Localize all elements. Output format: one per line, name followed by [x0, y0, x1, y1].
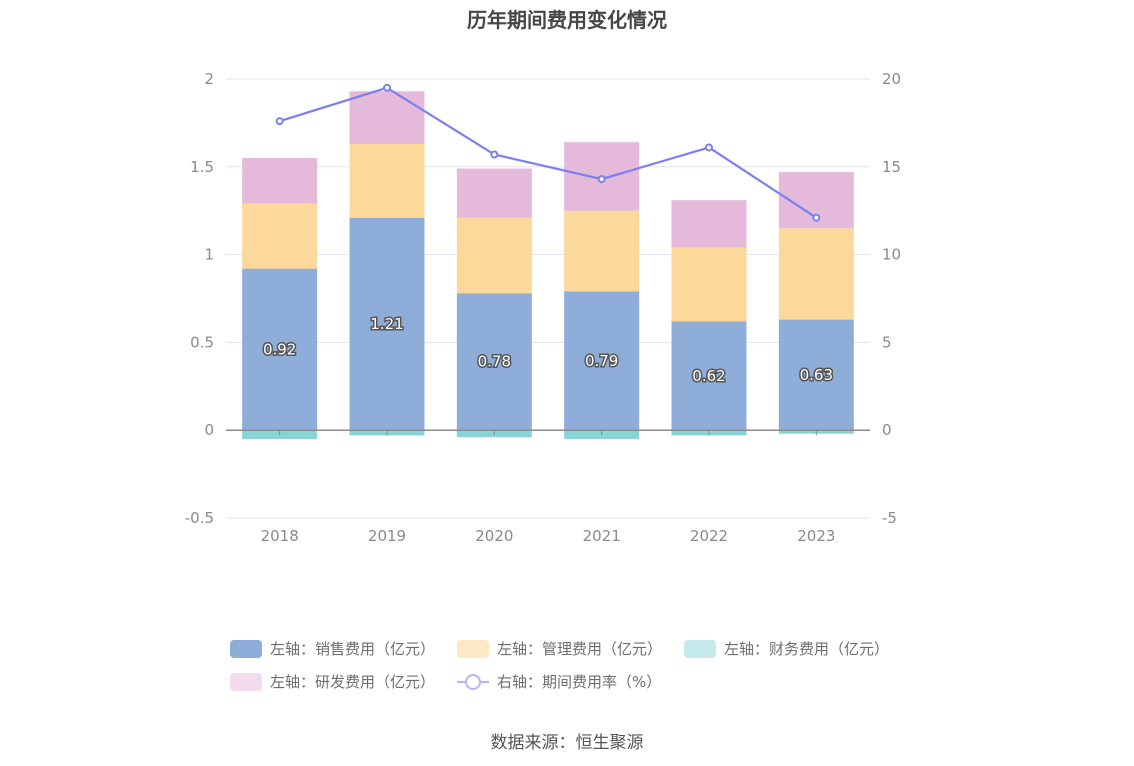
bar-segment — [456, 293, 532, 431]
legend-item-finance[interactable]: 左轴：财务费用（亿元） — [684, 638, 889, 659]
x-axis-tick-label: 2019 — [368, 527, 406, 545]
legend-label-finance: 左轴：财务费用（亿元） — [724, 640, 890, 658]
bar-series — [242, 91, 854, 439]
legend: 左轴：销售费用（亿元） 左轴：管理费用（亿元） 左轴：财务费用（亿元） 左轴：研… — [230, 632, 930, 698]
bar-segment — [671, 321, 747, 431]
bar-segment — [242, 158, 318, 204]
bar-segment — [564, 291, 640, 431]
x-axis-tick-label: 2023 — [797, 527, 835, 545]
legend-row-2: 左轴：研发费用（亿元） 右轴：期间费用率（%） — [230, 665, 930, 698]
bar-segment — [671, 200, 747, 248]
grid-lines — [226, 78, 870, 519]
legend-swatch-sales — [230, 639, 262, 658]
legend-label-admin: 左轴：管理费用（亿元） — [497, 640, 663, 658]
data-label: 0.79 — [585, 352, 618, 370]
right-axis-tick-label: 15 — [882, 158, 901, 176]
x-axis-tick-label: 2020 — [475, 527, 513, 545]
legend-swatch-finance — [684, 639, 717, 658]
legend-swatch-admin — [457, 639, 490, 658]
bar-segment — [349, 91, 425, 144]
rate-point — [275, 117, 284, 126]
rate-point — [383, 83, 391, 92]
legend-item-rnd[interactable]: 左轴：研发费用（亿元） — [230, 671, 435, 692]
data-label: 0.92 — [263, 340, 296, 358]
left-axis-tick-label: 1 — [204, 246, 214, 264]
zero-axis-line — [226, 429, 870, 436]
left-axis-tick-label: 0 — [204, 421, 214, 439]
bar-segment — [778, 228, 854, 320]
legend-label-rate: 右轴：期间费用率（%） — [497, 673, 662, 691]
left-axis-tick-label: 1.5 — [190, 158, 214, 176]
x-axis-tick-label: 2018 — [261, 527, 299, 545]
legend-label-sales: 左轴：销售费用（亿元） — [270, 640, 436, 658]
right-axis-tick-label: 10 — [882, 246, 901, 264]
legend-item-rate[interactable]: 右轴：期间费用率（%） — [457, 671, 661, 692]
data-label: 0.63 — [800, 366, 833, 384]
legend-line-rate-icon — [457, 673, 490, 691]
rate-point — [597, 175, 606, 184]
right-axis-tick-label: 0 — [882, 421, 892, 439]
left-axis-tick-label: -0.5 — [185, 509, 214, 527]
bar-segment — [564, 210, 640, 292]
x-axis-tick-label: 2021 — [583, 527, 621, 545]
right-axis-tick-label: 20 — [882, 70, 901, 88]
bar-segment — [456, 168, 532, 218]
rate-point — [705, 143, 713, 152]
rate-line-series — [275, 83, 821, 222]
bar-segment — [242, 268, 318, 431]
data-labels: 0.92 1.21 0.78 0.79 0.62 0.63 — [261, 313, 834, 386]
source-note: 数据来源：恒生聚源 — [490, 733, 644, 753]
x-axis-tick-label: 2022 — [690, 527, 728, 545]
rate-point — [812, 213, 821, 222]
legend-label-rnd: 左轴：研发费用（亿元） — [270, 673, 436, 691]
legend-item-sales[interactable]: 左轴：销售费用（亿元） — [230, 638, 435, 659]
data-label: 0.78 — [478, 353, 511, 371]
rate-point — [490, 150, 499, 159]
left-axis-tick-label: 2 — [204, 70, 214, 88]
bar-segment — [349, 143, 425, 218]
data-label: 0.62 — [692, 367, 725, 385]
bar-segment — [349, 217, 425, 431]
bar-segment — [671, 247, 747, 322]
chart-title: 历年期间费用变化情况 — [467, 8, 667, 32]
legend-row-1: 左轴：销售费用（亿元） 左轴：管理费用（亿元） 左轴：财务费用（亿元） — [230, 632, 930, 665]
legend-swatch-rnd — [230, 672, 262, 691]
left-axis-tick-label: 0.5 — [190, 333, 214, 351]
data-label: 1.21 — [370, 315, 403, 333]
right-axis-tick-label: -5 — [882, 509, 897, 527]
legend-item-admin[interactable]: 左轴：管理费用（亿元） — [457, 638, 662, 659]
right-axis-tick-label: 5 — [882, 333, 892, 351]
bar-segment — [242, 203, 318, 269]
axis-labels: -0.5 -5 0 0 0.5 5 1 10 1.5 15 2 20 2018 2019 2020 2021 2… — [185, 70, 901, 545]
bar-segment — [456, 217, 532, 294]
rate-line — [279, 86, 817, 219]
bar-segment — [778, 319, 854, 431]
